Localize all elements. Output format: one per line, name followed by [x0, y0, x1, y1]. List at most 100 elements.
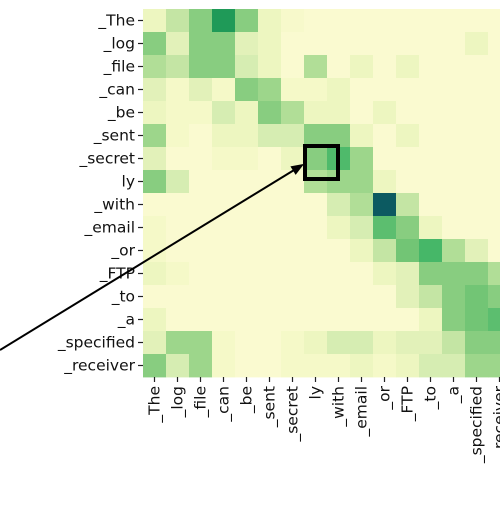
heatmap-cell — [212, 331, 236, 355]
heatmap-cell — [281, 78, 305, 102]
heatmap-cell — [143, 239, 167, 263]
heatmap-cell — [281, 262, 305, 286]
heatmap-cell — [350, 78, 374, 102]
heatmap-cell — [281, 124, 305, 148]
y-tick-label: _sent — [93, 127, 135, 146]
heatmap-cell — [488, 239, 500, 263]
heatmap-cell — [442, 124, 466, 148]
heatmap-cell — [442, 308, 466, 332]
heatmap-cell — [166, 170, 190, 194]
heatmap-cell — [304, 193, 328, 217]
heatmap-cell — [143, 124, 167, 148]
heatmap-cell — [488, 308, 500, 332]
heatmap-cell — [350, 55, 374, 79]
heatmap-cell — [212, 147, 236, 171]
heatmap-cell — [189, 9, 213, 33]
heatmap-cell — [350, 101, 374, 125]
heatmap-cell — [327, 216, 351, 240]
heatmap-cell — [281, 354, 305, 378]
heatmap-cell — [327, 78, 351, 102]
y-tick-label: _The — [97, 12, 135, 31]
heatmap-cell — [373, 308, 397, 332]
heatmap-cell — [442, 55, 466, 79]
heatmap-cell — [258, 9, 282, 33]
heatmap-cell — [166, 193, 190, 217]
heatmap-cell — [212, 101, 236, 125]
heatmap-cell — [189, 124, 213, 148]
heatmap-cell — [281, 331, 305, 355]
heatmap-cell — [166, 124, 190, 148]
heatmap-cell — [258, 147, 282, 171]
x-tick-label: _specified — [468, 386, 487, 464]
x-tick-label: _log — [169, 386, 188, 418]
heatmap-cell — [396, 239, 420, 263]
x-tick-label: _to — [422, 386, 441, 410]
heatmap-cell — [212, 239, 236, 263]
heatmap-cell — [212, 216, 236, 240]
heatmap-cell — [465, 354, 489, 378]
heatmap-cell — [166, 101, 190, 125]
heatmap-cell — [189, 193, 213, 217]
heatmap-cell — [235, 170, 259, 194]
heatmap-cell — [212, 262, 236, 286]
heatmap-cell — [350, 285, 374, 309]
heatmap-cell — [212, 285, 236, 309]
heatmap-cell — [235, 101, 259, 125]
heatmap-cell — [258, 124, 282, 148]
heatmap-cell — [281, 308, 305, 332]
heatmap-cell — [304, 354, 328, 378]
heatmap-cell — [235, 262, 259, 286]
heatmap-cell — [350, 9, 374, 33]
heatmap-cell — [235, 354, 259, 378]
heatmap-cell — [488, 147, 500, 171]
heatmap-cell — [442, 331, 466, 355]
heatmap-cell — [419, 32, 443, 56]
x-tick-label: _can — [215, 386, 234, 423]
heatmap-cell — [143, 147, 167, 171]
heatmap-cell — [350, 239, 374, 263]
heatmap-cell — [166, 354, 190, 378]
heatmap-cell — [143, 285, 167, 309]
heatmap-cell — [235, 9, 259, 33]
heatmap-cell — [465, 170, 489, 194]
heatmap-cell — [465, 239, 489, 263]
annotation-arrow — [0, 166, 300, 351]
heatmap-cell — [465, 124, 489, 148]
heatmap-cell — [327, 170, 351, 194]
heatmap-cell — [189, 55, 213, 79]
heatmap-cell — [442, 285, 466, 309]
heatmap-cell — [166, 9, 190, 33]
heatmap-cell — [235, 308, 259, 332]
heatmap-cell — [235, 78, 259, 102]
heatmap-cell — [143, 331, 167, 355]
heatmap-cell — [419, 354, 443, 378]
heatmap-cell — [143, 101, 167, 125]
heatmap-cell — [143, 32, 167, 56]
heatmap-cell — [258, 32, 282, 56]
heatmap-cell — [327, 285, 351, 309]
heatmap-cell — [327, 55, 351, 79]
heatmap-cell — [258, 331, 282, 355]
heatmap-cell — [396, 354, 420, 378]
annotation-arrow-head — [290, 163, 305, 175]
heatmap-cell — [189, 147, 213, 171]
heatmap-cell — [373, 285, 397, 309]
heatmap-cell — [396, 331, 420, 355]
heatmap-cell — [281, 32, 305, 56]
heatmap-cell — [396, 308, 420, 332]
highlight-box — [303, 144, 340, 181]
heatmap-cell — [143, 55, 167, 79]
heatmap-cell — [488, 170, 500, 194]
heatmap-cell — [488, 9, 500, 33]
heatmap-cell — [258, 101, 282, 125]
heatmap-cell — [189, 239, 213, 263]
y-tick-label: _FTP — [99, 265, 135, 284]
y-tick-label: _to — [111, 288, 135, 307]
heatmap-cell — [465, 101, 489, 125]
heatmap-cell — [373, 147, 397, 171]
heatmap-cell — [465, 193, 489, 217]
heatmap-cell — [212, 32, 236, 56]
heatmap-cell — [258, 193, 282, 217]
heatmap-cell — [143, 78, 167, 102]
heatmap-cell — [327, 124, 351, 148]
